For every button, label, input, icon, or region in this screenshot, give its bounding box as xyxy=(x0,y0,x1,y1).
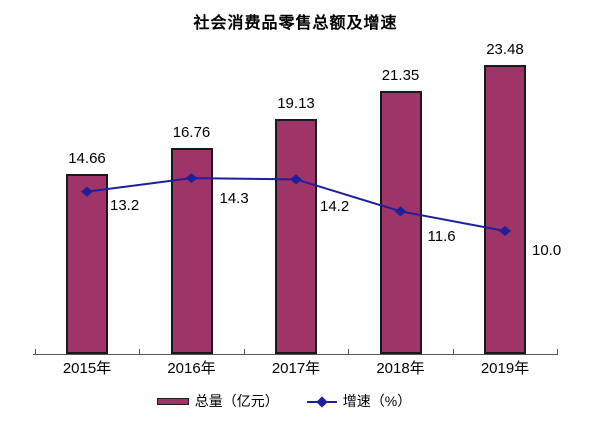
growth-value-label: 14.2 xyxy=(320,198,350,216)
bar-2016年 xyxy=(170,147,213,354)
x-axis-label: 2016年 xyxy=(167,360,216,377)
x-axis-tick xyxy=(557,349,559,354)
growth-value-label: 14.3 xyxy=(219,190,249,208)
legend: 总量（亿元） 增速（%） xyxy=(0,391,584,411)
x-axis-tick xyxy=(243,349,245,354)
x-axis-label: 2017年 xyxy=(271,360,321,377)
growth-value-label: 13.2 xyxy=(110,196,140,214)
bar-2015年 xyxy=(66,173,108,354)
bar-2017年 xyxy=(275,118,317,354)
bar-value-label: 16.76 xyxy=(172,123,211,141)
bar-value-label: 14.66 xyxy=(68,149,106,167)
bar-value-label: 19.13 xyxy=(277,94,315,112)
x-axis-tick xyxy=(452,349,454,354)
x-axis-tick xyxy=(34,349,36,354)
legend-item-growth: 增速（%） xyxy=(306,391,412,411)
x-axis-label: 2018年 xyxy=(376,360,425,377)
growth-value-label: 10.0 xyxy=(532,242,562,259)
x-axis-label: 2019年 xyxy=(480,360,530,377)
legend-item-total: 总量（亿元） xyxy=(156,391,279,411)
x-axis xyxy=(33,354,558,355)
bar-value-label: 21.35 xyxy=(381,67,420,85)
bar-2018年 xyxy=(379,91,422,354)
bar-2019年 xyxy=(484,65,526,354)
legend-label-growth: 增速（%） xyxy=(342,393,412,409)
x-axis-tick xyxy=(139,349,141,354)
x-axis-tick xyxy=(348,349,350,354)
x-axis-label: 2015年 xyxy=(62,360,112,377)
growth-value-label: 11.6 xyxy=(427,228,456,246)
legend-label-total: 总量（亿元） xyxy=(194,393,279,409)
bar-value-label: 23.48 xyxy=(486,41,524,59)
legend-diamond-icon xyxy=(316,395,328,408)
chart-title: 社会消费品零售总额及增速 xyxy=(193,15,398,32)
legend-line-swatch xyxy=(306,395,337,408)
legend-bar-swatch xyxy=(156,397,189,405)
